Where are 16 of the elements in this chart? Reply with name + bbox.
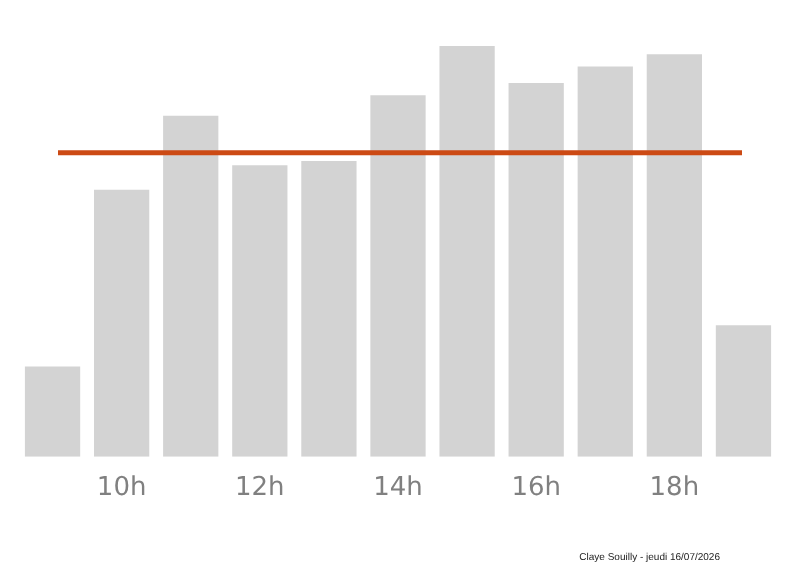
bar [24, 366, 81, 457]
x-tick-label: 10h [96, 473, 147, 504]
x-tick-label: 18h [649, 473, 700, 504]
bar [508, 82, 564, 457]
bar [163, 115, 219, 457]
bar [301, 161, 357, 457]
bar [232, 165, 288, 457]
x-tick-label: 14h [373, 473, 423, 504]
bar [94, 189, 150, 457]
x-tick-label: 16h [511, 473, 561, 504]
bar [577, 66, 633, 457]
bar [715, 325, 772, 457]
bar [370, 95, 426, 457]
bar [439, 46, 495, 457]
x-tick-label: 12h [235, 473, 285, 504]
bar [646, 54, 702, 457]
